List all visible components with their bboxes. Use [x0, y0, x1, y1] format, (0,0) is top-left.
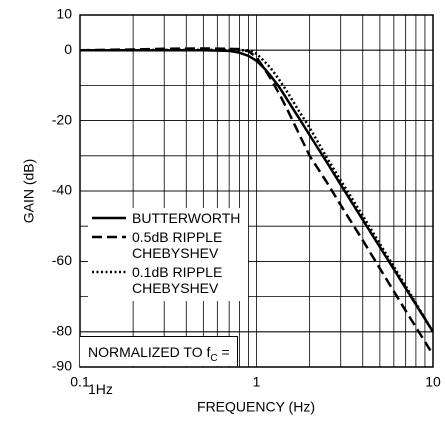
legend-swatch [92, 216, 126, 220]
legend-label: 0.1dB RIPPLE CHEBYSHEV [132, 264, 223, 296]
legend-entry: 0.1dB RIPPLE CHEBYSHEV [92, 264, 244, 296]
y-tick-label: 10 [56, 6, 72, 22]
legend-swatch [92, 235, 126, 239]
plot-frame [79, 14, 434, 368]
annotation-text: NORMALIZED TO f [88, 344, 211, 360]
x-tick-label: 0.1 [70, 374, 90, 390]
y-tick-label: -20 [52, 111, 72, 127]
y-tick-label: -40 [52, 182, 72, 198]
legend-entry: BUTTERWORTH [92, 210, 244, 226]
x-tick-label: 1 [253, 374, 261, 390]
y-tick-label: -90 [52, 358, 72, 374]
annotation: NORMALIZED TO fC = 1Hz [80, 336, 238, 397]
legend-entry: 0.5dB RIPPLE CHEBYSHEV [92, 229, 244, 261]
annotation-subscript: C [210, 352, 218, 364]
legend-label: BUTTERWORTH [132, 210, 241, 226]
y-tick-label: -60 [52, 252, 72, 268]
x-axis-label: FREQUENCY (Hz) [197, 399, 315, 415]
annotation-suffix: = 1Hz [88, 344, 230, 397]
y-tick-label: -80 [52, 323, 72, 339]
legend-swatch [92, 270, 126, 274]
y-tick-label: 0 [64, 41, 72, 57]
legend: BUTTERWORTH 0.5dB RIPPLE CHEBYSHEV 0.1dB R… [88, 208, 248, 301]
series-line [80, 48, 435, 333]
y-axis-label: GAIN (dB) [21, 159, 37, 224]
x-tick-label: 10 [425, 374, 441, 390]
legend-label: 0.5dB RIPPLE CHEBYSHEV [132, 229, 223, 261]
series-line [79, 47, 435, 356]
